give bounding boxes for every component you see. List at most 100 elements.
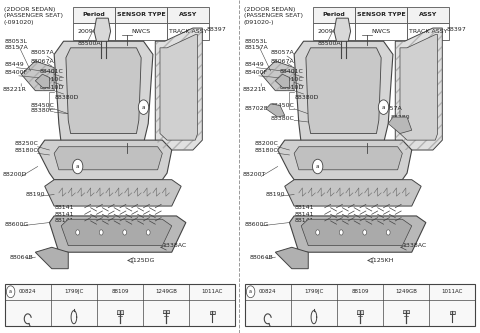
Text: 88067A: 88067A bbox=[31, 59, 54, 64]
Text: (PASSENGER SEAT): (PASSENGER SEAT) bbox=[243, 13, 302, 18]
Text: 88610D: 88610D bbox=[280, 85, 304, 90]
Text: 88610C: 88610C bbox=[280, 77, 304, 82]
Text: 88449: 88449 bbox=[5, 62, 24, 67]
Bar bbox=[313, 23, 355, 40]
Polygon shape bbox=[49, 216, 186, 252]
Text: SENSOR TYPE: SENSOR TYPE bbox=[357, 12, 406, 17]
Text: 88397: 88397 bbox=[207, 27, 227, 32]
Polygon shape bbox=[400, 35, 438, 140]
Polygon shape bbox=[266, 104, 285, 117]
Text: 88190: 88190 bbox=[266, 192, 286, 197]
Text: a: a bbox=[382, 105, 385, 110]
Text: 88141: 88141 bbox=[294, 205, 313, 210]
Text: 88064B: 88064B bbox=[10, 255, 33, 260]
Polygon shape bbox=[36, 74, 49, 87]
Text: 88157A: 88157A bbox=[245, 46, 268, 51]
Text: (-091020): (-091020) bbox=[3, 20, 34, 25]
Text: 88380C: 88380C bbox=[31, 108, 55, 113]
Text: 88057A: 88057A bbox=[31, 50, 54, 55]
Text: 88200T: 88200T bbox=[242, 172, 266, 177]
Text: 88610D: 88610D bbox=[40, 85, 64, 90]
Bar bbox=[450, 311, 455, 314]
Text: 88397: 88397 bbox=[447, 27, 467, 32]
Text: 88380C: 88380C bbox=[271, 116, 295, 121]
Text: TRACK ASSY: TRACK ASSY bbox=[409, 29, 447, 34]
Polygon shape bbox=[61, 219, 172, 246]
Text: a: a bbox=[142, 105, 145, 110]
Circle shape bbox=[6, 286, 15, 298]
Circle shape bbox=[378, 100, 389, 115]
Text: 1249GB: 1249GB bbox=[155, 289, 177, 294]
Polygon shape bbox=[37, 140, 172, 180]
Text: a: a bbox=[9, 289, 12, 294]
Text: 88200D: 88200D bbox=[2, 172, 27, 177]
Circle shape bbox=[386, 230, 390, 235]
Bar bbox=[355, 23, 407, 40]
Text: 1011AC: 1011AC bbox=[442, 289, 463, 294]
Text: 88221R: 88221R bbox=[2, 87, 26, 92]
Bar bbox=[357, 310, 363, 314]
Circle shape bbox=[316, 230, 320, 235]
Text: 88064B: 88064B bbox=[250, 255, 273, 260]
Text: 88380D: 88380D bbox=[294, 95, 319, 100]
Text: 88141: 88141 bbox=[54, 218, 73, 223]
Text: 88250C: 88250C bbox=[14, 141, 38, 146]
Text: 1799JC: 1799JC bbox=[64, 289, 84, 294]
Bar bbox=[167, 23, 209, 40]
Polygon shape bbox=[277, 140, 412, 180]
Circle shape bbox=[138, 100, 149, 115]
Text: 88450C: 88450C bbox=[271, 103, 295, 108]
Polygon shape bbox=[261, 61, 294, 91]
Text: 88200C: 88200C bbox=[254, 141, 278, 146]
Text: 88109: 88109 bbox=[351, 289, 369, 294]
Text: a: a bbox=[316, 164, 319, 169]
Text: (PASSENGER SEAT): (PASSENGER SEAT) bbox=[3, 13, 62, 18]
Circle shape bbox=[246, 286, 255, 298]
Text: 88280: 88280 bbox=[391, 115, 410, 120]
Polygon shape bbox=[294, 41, 393, 144]
Text: NWCS: NWCS bbox=[132, 29, 151, 34]
Text: ASSY: ASSY bbox=[179, 12, 197, 17]
Text: 20090301-: 20090301- bbox=[77, 29, 111, 34]
Polygon shape bbox=[276, 74, 289, 87]
Text: 88400F: 88400F bbox=[5, 70, 28, 75]
Bar bbox=[313, 7, 355, 23]
Polygon shape bbox=[301, 219, 412, 246]
Text: 88067A: 88067A bbox=[271, 59, 294, 64]
Text: 88401C: 88401C bbox=[280, 69, 304, 74]
Text: 88401C: 88401C bbox=[40, 69, 64, 74]
Polygon shape bbox=[21, 61, 54, 91]
Bar bbox=[407, 23, 449, 40]
Bar bbox=[355, 7, 407, 23]
Text: 88180C: 88180C bbox=[254, 148, 278, 153]
Text: Period: Period bbox=[83, 12, 106, 17]
Bar bbox=[167, 7, 209, 23]
Bar bbox=[407, 7, 449, 23]
Bar bbox=[210, 311, 215, 314]
Text: 88380D: 88380D bbox=[54, 95, 79, 100]
Text: 88053L: 88053L bbox=[5, 39, 28, 44]
Text: (2DOOR SEDAN): (2DOOR SEDAN) bbox=[3, 7, 55, 12]
Circle shape bbox=[72, 159, 83, 174]
Text: 88400F: 88400F bbox=[245, 70, 268, 75]
Bar bbox=[245, 283, 475, 326]
Text: 88053L: 88053L bbox=[245, 39, 268, 44]
Bar bbox=[117, 310, 123, 314]
Bar bbox=[73, 7, 115, 23]
Bar bbox=[73, 23, 115, 40]
Polygon shape bbox=[94, 18, 110, 41]
Text: 88141: 88141 bbox=[294, 212, 313, 217]
Text: 88180C: 88180C bbox=[14, 148, 38, 153]
Polygon shape bbox=[396, 28, 443, 150]
Polygon shape bbox=[156, 28, 203, 150]
Polygon shape bbox=[285, 180, 421, 206]
Text: (091020-): (091020-) bbox=[243, 20, 274, 25]
Text: ASSY: ASSY bbox=[419, 12, 437, 17]
Text: TRACK ASSY: TRACK ASSY bbox=[169, 29, 207, 34]
Text: 1249GB: 1249GB bbox=[395, 289, 417, 294]
Bar bbox=[403, 310, 409, 313]
Text: 88221R: 88221R bbox=[242, 87, 266, 92]
Text: 1338AC: 1338AC bbox=[402, 243, 427, 248]
Polygon shape bbox=[306, 48, 381, 134]
Bar bbox=[163, 310, 169, 313]
